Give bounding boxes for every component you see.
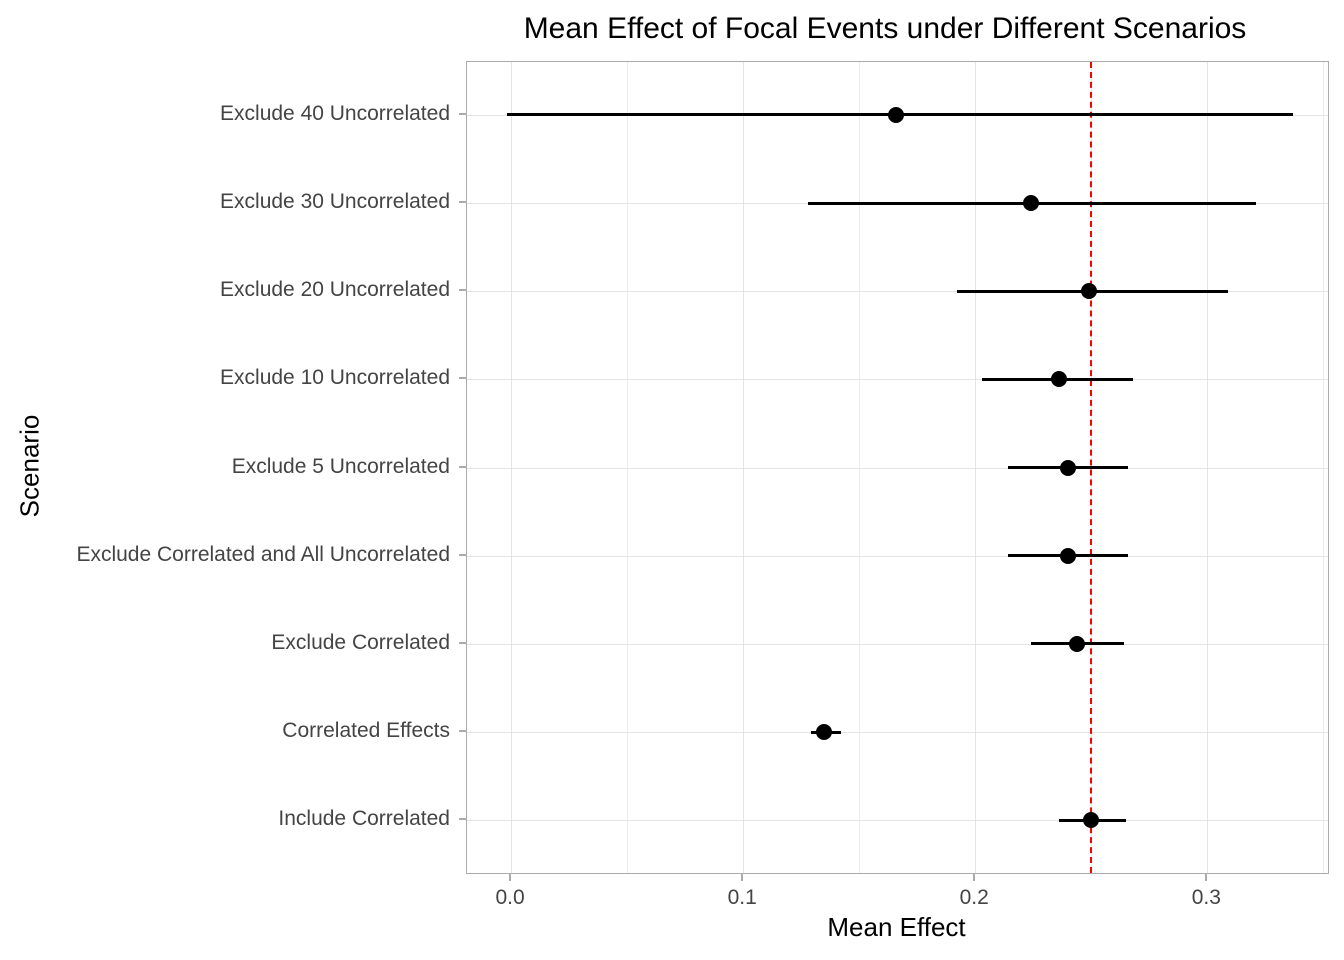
y-tick-mark [459, 730, 466, 732]
y-major-gridline [467, 555, 1328, 557]
chart-title: Mean Effect of Focal Events under Differ… [523, 12, 1247, 45]
y-tick-mark [459, 112, 466, 115]
y-tick-mark [459, 465, 466, 468]
y-major-gridline [467, 732, 1328, 733]
x-tick-mark [509, 874, 512, 881]
x-tick-label: 0.0 [495, 886, 525, 909]
x-tick-mark [1205, 874, 1208, 881]
x-tick-label: 0.1 [727, 886, 757, 909]
y-major-gridline [467, 291, 1328, 293]
y-tick-label: Exclude Correlated and All Uncorrelated [76, 542, 450, 566]
y-tick-mark [459, 377, 466, 380]
y-tick-label: Exclude Correlated [271, 630, 450, 654]
mean-point [1060, 459, 1077, 476]
y-tick-mark [459, 201, 466, 203]
y-tick-mark [459, 289, 466, 292]
y-tick-mark [459, 553, 466, 556]
x-tick-mark [973, 874, 976, 881]
y-tick-label: Exclude 10 Uncorrelated [220, 366, 450, 390]
mean-point [1022, 195, 1039, 211]
y-tick-mark [459, 818, 466, 821]
x-axis-title: Mean Effect [827, 912, 966, 942]
x-tick-label: 0.2 [959, 886, 989, 909]
y-tick-label: Exclude 40 Uncorrelated [220, 101, 450, 125]
x-tick-label: 0.3 [1191, 886, 1221, 909]
y-tick-label: Exclude 30 Uncorrelated [220, 190, 450, 213]
mean-point [888, 106, 905, 123]
y-tick-label: Correlated Effects [282, 719, 450, 742]
y-tick-label: Include Correlated [278, 807, 450, 831]
mean-point [1083, 812, 1100, 829]
y-major-gridline [467, 379, 1328, 381]
mean-point [1060, 547, 1077, 564]
mean-point [1081, 283, 1097, 300]
mean-point [816, 724, 833, 740]
y-tick-mark [459, 641, 466, 644]
y-tick-label: Exclude 20 Uncorrelated [220, 278, 450, 302]
mean-point [1069, 635, 1086, 652]
y-major-gridline [467, 467, 1328, 469]
y-major-gridline [467, 820, 1328, 822]
mean-point [1050, 371, 1067, 388]
y-major-gridline [467, 643, 1328, 645]
x-tick-mark [741, 874, 744, 881]
y-tick-label: Exclude 5 Uncorrelated [231, 454, 450, 478]
plot-panel [466, 61, 1329, 874]
